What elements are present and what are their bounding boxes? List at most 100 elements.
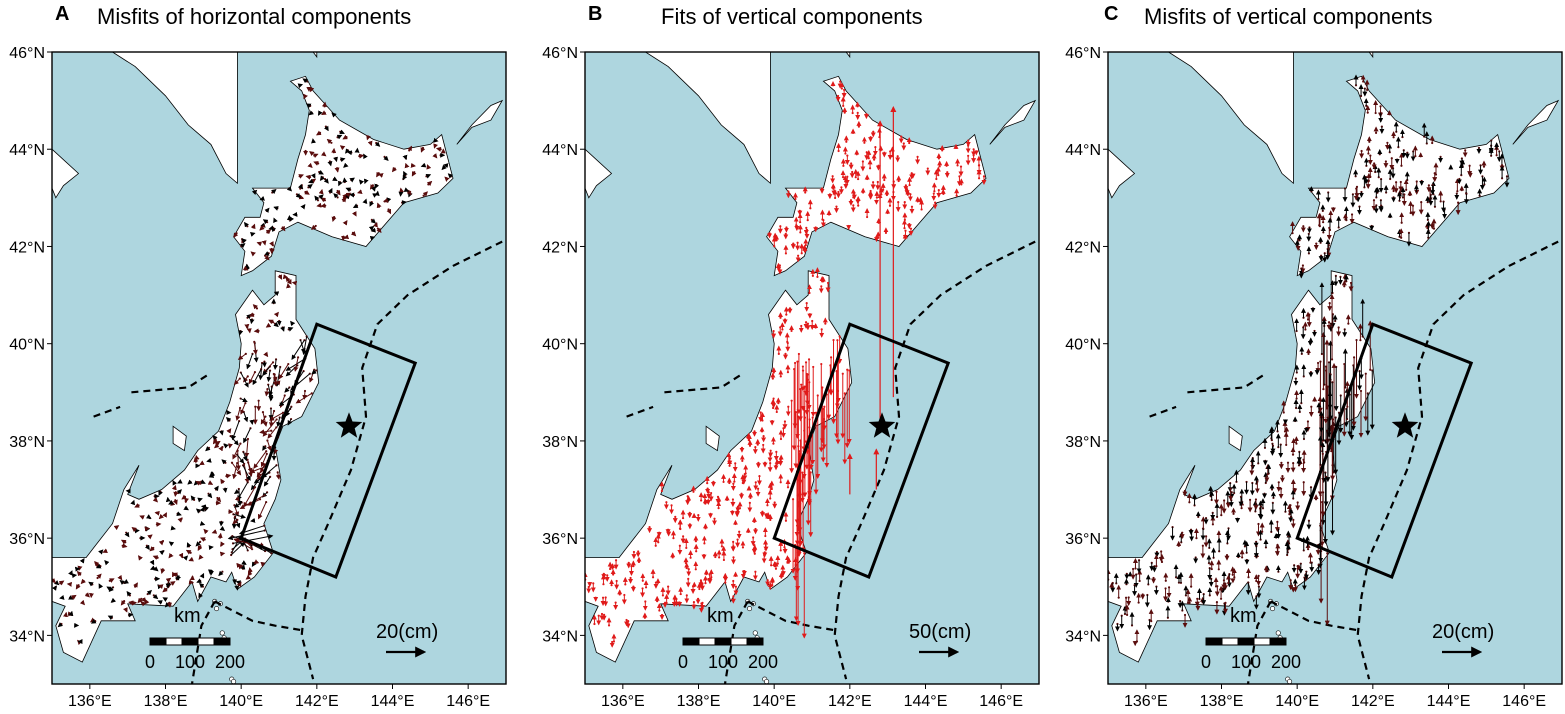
displacement-vector — [271, 189, 277, 195]
displacement-vector — [313, 161, 319, 166]
displacement-vector — [273, 311, 279, 318]
displacement-vector — [351, 211, 357, 217]
displacement-vector — [374, 141, 381, 147]
displacement-vector — [432, 153, 438, 159]
displacement-vector — [168, 552, 174, 559]
displacement-vector — [172, 480, 178, 486]
lon-tick-label: 144°E — [1427, 693, 1471, 710]
displacement-vector — [399, 187, 405, 193]
displacement-vector — [401, 200, 407, 206]
lon-tick-label: 142°E — [1351, 693, 1395, 710]
displacement-vector — [246, 353, 253, 370]
map-area — [52, 52, 506, 684]
scalebar-segment — [1205, 637, 1223, 646]
displacement-vector — [90, 618, 97, 624]
lon-tick-label: 138°E — [677, 693, 721, 710]
scalebar-segment — [714, 637, 732, 646]
displacement-vector — [247, 462, 253, 478]
nankai-trough — [723, 600, 749, 684]
displacement-vector — [212, 438, 218, 445]
gps-station — [932, 192, 935, 195]
displacement-vector — [213, 485, 219, 492]
lat-tick-label: 38°N — [1065, 434, 1101, 451]
displacement-vector — [240, 243, 246, 249]
displacement-vector — [94, 560, 100, 567]
lat-tick-label: 46°N — [1065, 45, 1101, 62]
displacement-vector — [311, 224, 317, 230]
izu-island — [1275, 630, 1281, 636]
displacement-vector — [280, 225, 286, 232]
scalebar-tick-label: 0 — [678, 652, 688, 672]
displacement-vector — [403, 170, 408, 177]
displacement-vector — [376, 227, 382, 234]
displacement-vector — [250, 251, 256, 257]
displacement-vector — [181, 494, 187, 500]
displacement-vector — [277, 274, 283, 280]
displacement-vector — [307, 184, 313, 190]
sado-island — [172, 425, 187, 452]
gps-station — [910, 205, 914, 208]
displacement-vector — [188, 556, 194, 562]
displacement-vector — [197, 545, 203, 551]
scalebar-tick-label: 0 — [1201, 652, 1211, 672]
displacement-vector — [284, 387, 290, 393]
displacement-vector — [327, 187, 333, 194]
lat-tick-label: 44°N — [1065, 142, 1101, 159]
displacement-vector — [311, 369, 317, 375]
displacement-vector — [147, 534, 153, 540]
displacement-vector — [120, 539, 127, 545]
displacement-vector — [165, 577, 172, 583]
displacement-vector — [366, 134, 371, 141]
displacement-vector — [162, 597, 169, 602]
displacement-vector — [96, 573, 102, 579]
scalebar-segment — [1237, 637, 1255, 646]
displacement-vector — [287, 418, 293, 426]
gps-station — [402, 177, 405, 181]
displacement-vector — [144, 544, 150, 551]
displacement-vector — [248, 312, 255, 317]
displacement-vector — [391, 166, 397, 173]
displacement-vector — [146, 589, 152, 596]
displacement-vector — [276, 417, 282, 428]
displacement-vector — [258, 362, 264, 381]
izu-island — [747, 606, 753, 612]
displacement-vector — [326, 138, 333, 144]
displacement-vector — [107, 615, 114, 621]
displacement-vector — [157, 600, 163, 605]
displacement-vector — [98, 583, 104, 589]
displacement-vector — [58, 580, 65, 586]
displacement-vector — [220, 541, 225, 547]
displacement-vector — [262, 419, 278, 437]
displacement-vector — [260, 453, 268, 468]
displacement-vector — [242, 265, 249, 271]
displacement-vector — [318, 169, 324, 175]
lon-tick-label: 136°E — [68, 693, 112, 710]
displacement-vector — [320, 151, 327, 157]
displacement-vector — [268, 319, 274, 325]
scalebar-tick-label: 100 — [1231, 652, 1261, 672]
scalebar-unit: km — [707, 605, 734, 627]
displacement-vector — [262, 366, 271, 376]
displacement-vector — [84, 592, 91, 598]
displacement-vector — [232, 534, 274, 544]
displacement-vector — [338, 180, 343, 187]
displacement-vector — [149, 546, 155, 552]
displacement-vector — [138, 555, 143, 561]
displacement-vector — [225, 473, 232, 479]
gps-station — [610, 584, 613, 587]
japan-trench — [300, 240, 503, 680]
displacement-vector — [124, 531, 130, 538]
displacement-vector — [199, 460, 205, 465]
displacement-vector — [71, 594, 77, 600]
scalebar-segment — [197, 637, 215, 646]
displacement-vector — [243, 411, 249, 423]
displacement-vector — [420, 147, 426, 153]
displacement-vector — [233, 232, 239, 238]
lat-tick-label: 40°N — [542, 337, 578, 354]
gps-station — [694, 568, 697, 571]
displacement-vector — [187, 479, 193, 485]
gps-station — [835, 205, 838, 208]
displacement-vector — [273, 449, 279, 455]
displacement-vector — [213, 443, 220, 449]
izu-island — [1270, 606, 1276, 612]
